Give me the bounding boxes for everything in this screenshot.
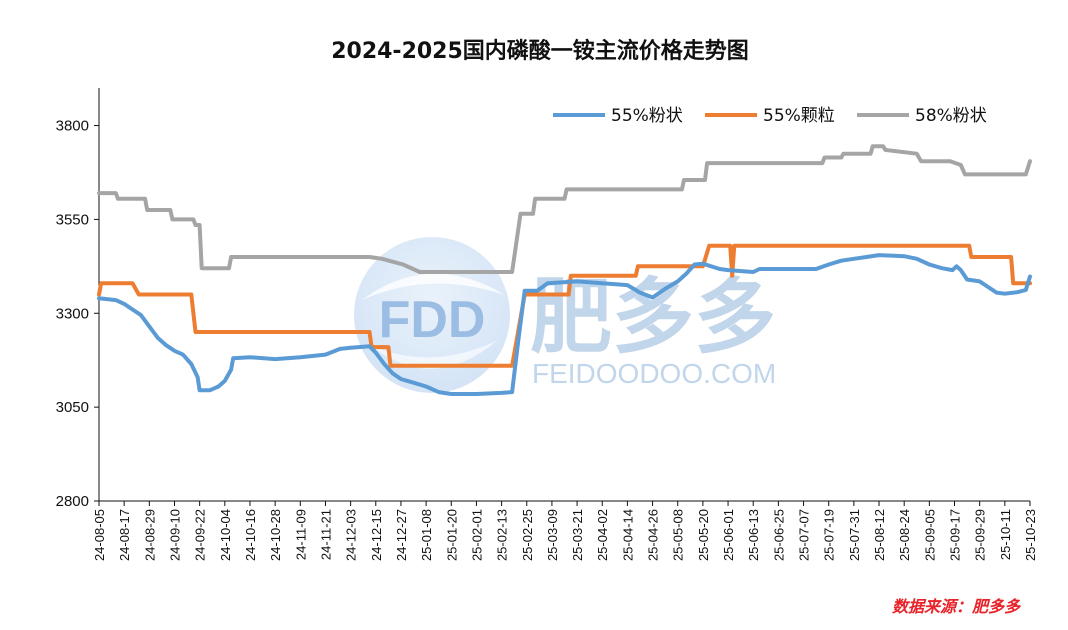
x-tick-label: 25-03-09: [545, 509, 560, 561]
chart-title: 2024-2025国内磷酸一铵主流价格走势图: [331, 38, 749, 64]
x-tick-label: 25-10-11: [998, 509, 1013, 560]
x-tick-label: 24-08-17: [117, 509, 132, 561]
watermark-swoosh-icon: [362, 273, 505, 300]
x-tick-label: 24-10-28: [268, 509, 283, 561]
x-tick-label: 25-09-17: [948, 509, 963, 561]
y-tick-label: 3550: [56, 211, 89, 228]
x-tick-label: 25-08-12: [872, 509, 887, 561]
x-tick-label: 25-02-13: [495, 509, 510, 561]
x-tick-label: 25-06-01: [721, 509, 736, 561]
x-tick-label: 25-09-05: [922, 509, 937, 561]
x-tick-label: 25-10-23: [1023, 509, 1038, 561]
y-tick-label: 3300: [56, 305, 89, 322]
y-tick-label: 3800: [56, 118, 89, 135]
series-line-55-granule: [97, 243, 1032, 368]
x-tick-label: 25-07-07: [797, 509, 812, 561]
x-tick-label: 25-04-26: [646, 509, 661, 561]
x-tick-label: 24-10-04: [218, 509, 233, 561]
x-tick-label: 25-01-20: [444, 509, 459, 561]
watermark-url: FEIDOODOO.COM: [532, 358, 776, 389]
series-line-58-powder: [97, 144, 1032, 274]
x-tick-label: 24-08-29: [142, 509, 157, 561]
legend-label-58-powder: 58%粉状: [915, 106, 987, 126]
source-note: 数据来源：肥多多: [892, 597, 1022, 616]
legend-label-55-granule: 55%颗粒: [763, 106, 835, 126]
x-tick-label: 25-05-08: [671, 509, 686, 561]
x-tick-label: 25-01-08: [419, 509, 434, 561]
x-axis-ticks: 24-08-05 24-08-17 24-08-29 24-09-10 24-09-22…: [92, 501, 1038, 561]
x-tick-label: 24-10-16: [243, 509, 258, 561]
series-line-55-powder: [97, 253, 1032, 396]
x-tick-label: 25-06-13: [746, 509, 761, 561]
x-tick-label: 24-12-27: [394, 509, 409, 561]
legend-label-55-powder: 55%粉状: [611, 106, 683, 126]
x-tick-label: 25-09-29: [973, 509, 988, 561]
x-tick-label: 25-04-02: [595, 509, 610, 561]
x-tick-label: 25-06-25: [771, 509, 786, 561]
watermark-badge: FDD: [379, 291, 486, 349]
x-tick-label: 24-11-09: [293, 509, 308, 560]
watermark: FDD 肥多多 FEIDOODOO.COM: [354, 237, 776, 393]
x-tick-label: 25-05-20: [696, 509, 711, 561]
x-tick-label: 25-02-25: [520, 509, 535, 561]
x-tick-label: 25-07-31: [847, 509, 862, 561]
x-tick-label: 24-12-15: [369, 509, 384, 561]
x-tick-label: 24-08-05: [92, 509, 107, 561]
series-lines: [97, 144, 1032, 396]
x-tick-label: 24-12-03: [344, 509, 359, 561]
x-tick-label: 25-02-01: [469, 509, 484, 561]
x-tick-label: 24-09-10: [167, 509, 182, 561]
x-tick-label: 25-07-19: [822, 509, 837, 561]
y-axis-ticks: 2800 3050 3300 3550 3800: [56, 118, 99, 510]
x-tick-label: 25-04-14: [620, 509, 635, 561]
y-tick-label: 2800: [56, 493, 89, 510]
legend: 55%粉状 55%颗粒 58%粉状: [553, 106, 987, 126]
watermark-globe-icon: [354, 237, 510, 393]
x-tick-label: 24-11-21: [318, 509, 333, 560]
x-tick-label: 25-03-21: [570, 509, 585, 561]
x-tick-label: 25-08-24: [897, 509, 912, 561]
x-tick-label: 24-09-22: [193, 509, 208, 561]
y-tick-label: 3050: [56, 399, 89, 416]
watermark-brand: 肥多多: [530, 270, 776, 365]
